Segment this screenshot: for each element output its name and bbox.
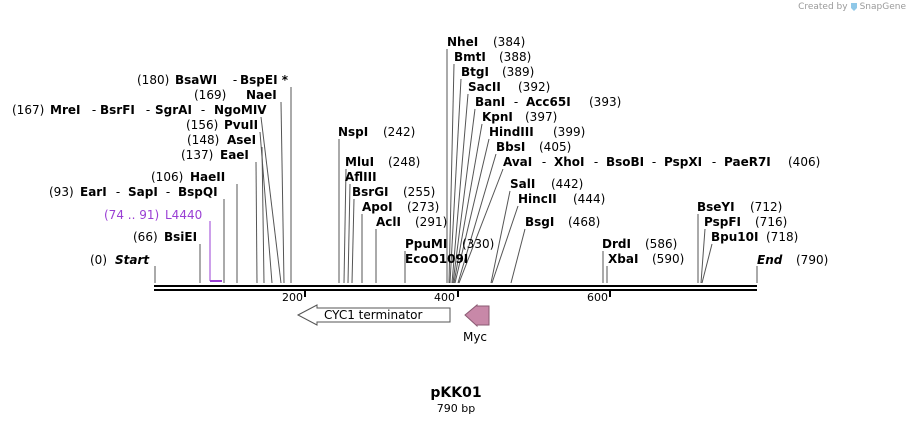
tick-label: 600	[587, 291, 608, 304]
cut-line	[491, 205, 519, 284]
feature-label: CYC1 terminator	[324, 308, 423, 322]
enzyme-site[interactable]: ApoI (273)	[362, 200, 439, 214]
enzyme-site[interactable]: (66) BsiEI	[133, 230, 197, 244]
enzyme-site[interactable]: (93) EarI - SapI - BspQI	[49, 185, 218, 199]
cut-line	[700, 228, 706, 284]
cut-line	[490, 190, 511, 284]
enzyme-site[interactable]: BsrGI (255)	[352, 185, 435, 199]
enzyme-site[interactable]: SacII (392)	[468, 80, 550, 94]
enzyme-site[interactable]: (180) BsaWI - BspEI *	[137, 73, 289, 87]
enzyme-site[interactable]: BbsI (405)	[496, 140, 571, 154]
start-marker: (0) Start	[90, 253, 150, 267]
tick-labels: 200 400 600	[282, 291, 608, 304]
enzyme-site[interactable]: AvaI - XhoI - BsoBI - PspXI - PaeR7I (406…	[503, 155, 820, 169]
primer-l4440[interactable]: (74 .. 91) L4440	[104, 208, 222, 282]
end-marker: End (790)	[757, 253, 828, 267]
cyc1-arrow-shape	[296, 304, 451, 326]
tick-label: 200	[282, 291, 303, 304]
tick-label: 400	[434, 291, 455, 304]
enzyme-site[interactable]: KpnI (397)	[482, 110, 557, 124]
feature-cyc1-terminator[interactable]: CYC1 terminator	[296, 304, 451, 326]
cut-line	[448, 63, 455, 284]
enzyme-site[interactable]: (148) AseI	[187, 133, 256, 147]
feature-label: Myc	[463, 330, 487, 344]
map-length: 790 bp	[437, 402, 475, 415]
cut-site-lines	[154, 49, 758, 284]
credit-brand: SnapGene	[859, 2, 906, 12]
enzyme-site[interactable]: Bpu10I (718)	[711, 230, 798, 244]
enzyme-site[interactable]: DrdI (586)	[602, 237, 677, 251]
enzyme-site[interactable]: PpuMI (330)	[405, 237, 494, 251]
cut-line	[261, 146, 265, 284]
cut-line	[451, 93, 469, 284]
feature-myc[interactable]: Myc	[463, 303, 490, 344]
enzyme-labels: (180) BsaWI - BspEI * (169) NaeI (167) MreI…	[12, 35, 828, 267]
enzyme-site[interactable]: XbaI (590)	[608, 252, 684, 266]
cut-line	[458, 168, 504, 284]
cut-line	[280, 101, 285, 284]
cut-line	[255, 161, 258, 284]
cut-line	[510, 228, 526, 284]
cut-line	[449, 78, 462, 284]
cut-line	[453, 123, 483, 284]
enzyme-site[interactable]: AflIII	[345, 170, 377, 184]
myc-arrow-shape	[464, 303, 490, 328]
primer-name: L4440	[165, 208, 202, 222]
enzyme-site[interactable]: BseYI (712)	[697, 200, 782, 214]
enzyme-site[interactable]: NheI (384)	[447, 35, 525, 49]
enzyme-site[interactable]: HincII (444)	[518, 192, 605, 206]
cut-line	[452, 108, 476, 284]
enzyme-site[interactable]: MluI (248)	[345, 155, 420, 169]
cut-line	[351, 198, 355, 284]
cut-line	[260, 116, 282, 284]
backbone	[154, 285, 757, 297]
cut-line	[343, 168, 347, 284]
cut-line	[454, 138, 490, 284]
enzyme-site[interactable]: NspI (242)	[338, 125, 415, 139]
enzyme-site[interactable]: EcoO109I	[405, 252, 468, 266]
enzyme-site[interactable]: BsgI (468)	[525, 215, 600, 229]
cut-line	[347, 183, 351, 284]
map-title: pKK01	[430, 385, 481, 401]
credit-prefix: Created by	[798, 2, 848, 12]
enzyme-site[interactable]: AclI (291)	[376, 215, 447, 229]
enzyme-site[interactable]: BanI - Acc65I (393)	[475, 95, 621, 109]
primer-range: (74 .. 91)	[104, 208, 159, 222]
enzyme-site[interactable]: HindIII (399)	[489, 125, 585, 139]
enzyme-site[interactable]: (167) MreI - BsrFI - SgrAI - NgoMIV	[12, 103, 267, 117]
snapgene-logo-icon	[850, 3, 857, 11]
enzyme-site[interactable]: BtgI (389)	[461, 65, 534, 79]
cut-line	[701, 243, 713, 284]
enzyme-site[interactable]: SalI (442)	[510, 177, 583, 191]
cut-line	[457, 153, 497, 284]
enzyme-site[interactable]: (137) EaeI	[181, 148, 249, 162]
enzyme-site[interactable]: (169) NaeI	[194, 88, 277, 102]
credit: Created by SnapGene	[798, 2, 906, 12]
enzyme-site[interactable]: BmtI (388)	[454, 50, 531, 64]
enzyme-site[interactable]: PspFI (716)	[704, 215, 787, 229]
enzyme-site[interactable]: (106) HaeII	[151, 170, 225, 184]
enzyme-site[interactable]: (156) PvuII	[186, 118, 258, 132]
